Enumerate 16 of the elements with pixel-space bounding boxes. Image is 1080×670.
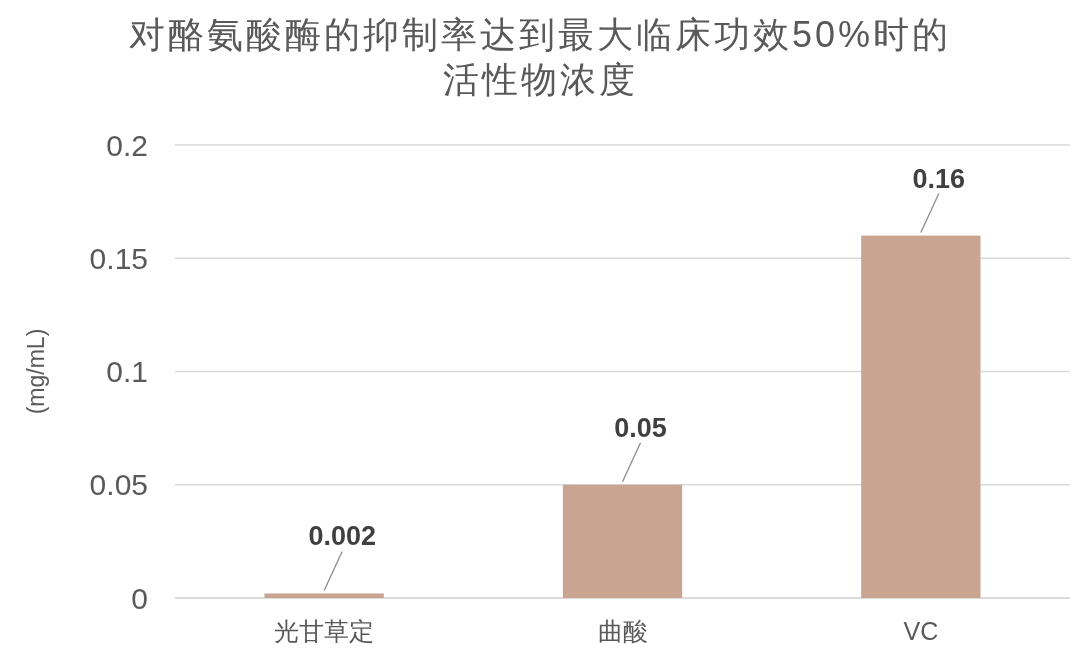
x-tick-label: 光甘草定 bbox=[274, 617, 375, 645]
bar bbox=[562, 484, 683, 598]
y-tick-label: 0.2 bbox=[106, 128, 148, 162]
y-tick-label: 0 bbox=[131, 581, 148, 615]
y-tick-label: 0.05 bbox=[89, 468, 148, 502]
x-tick-label: 曲酸 bbox=[597, 617, 648, 645]
x-tick-label: VC bbox=[903, 617, 939, 645]
y-tick-label: 0.1 bbox=[106, 355, 148, 388]
data-label: 0.002 bbox=[308, 521, 376, 552]
bar bbox=[861, 235, 981, 598]
y-tick-label: 0.15 bbox=[89, 241, 148, 275]
data-label: 0.05 bbox=[614, 412, 667, 443]
bar bbox=[264, 593, 384, 598]
chart-title: 对酪氨酸酶的抑制率达到最大临床功效50%时的活性物浓度 bbox=[128, 14, 952, 100]
y-axis-title: (mg/mL) bbox=[23, 328, 49, 415]
data-label: 0.16 bbox=[912, 163, 966, 194]
